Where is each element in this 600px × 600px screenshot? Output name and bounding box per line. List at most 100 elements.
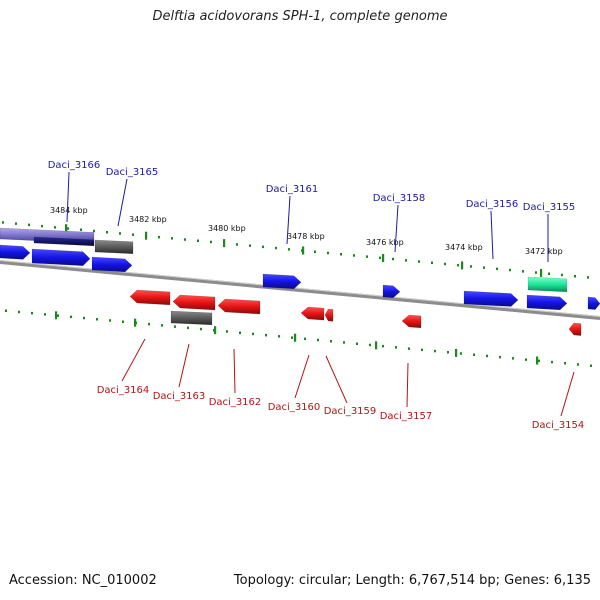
major-tick-upper <box>65 224 68 233</box>
minor-tick-upper <box>522 270 524 273</box>
major-tick-upper <box>145 231 148 240</box>
reverse-gene-feature <box>172 294 216 311</box>
minor-tick-upper <box>184 238 186 241</box>
minor-tick-upper <box>15 222 17 225</box>
gene-leader-line <box>294 354 310 399</box>
minor-tick-upper <box>587 276 589 279</box>
forward-gene-feature <box>91 256 133 273</box>
gene-label[interactable]: Daci_3164 <box>97 385 150 396</box>
genome-backbone-highlight <box>0 260 600 317</box>
minor-tick-lower <box>525 358 527 361</box>
minor-tick-upper <box>54 226 56 229</box>
minor-tick-upper <box>262 245 264 249</box>
minor-tick-lower <box>473 353 475 356</box>
gene-leader-line <box>117 178 128 227</box>
tick-label: 3478 kbp <box>287 232 325 241</box>
minor-tick-upper <box>418 260 420 263</box>
major-tick-lower <box>55 311 58 320</box>
gene-leader-line <box>286 195 291 245</box>
forward-gene-feature <box>587 296 600 310</box>
minor-tick-lower <box>538 359 540 363</box>
gene-label[interactable]: Daci_3165 <box>106 167 159 178</box>
minor-tick-upper <box>41 224 43 228</box>
minor-tick-upper <box>197 239 199 242</box>
reverse-gene-feature <box>129 289 171 306</box>
tick-labels: 3484 kbp 3482 kbp 3480 kbp 3478 kbp 3476 kbp… <box>50 206 563 256</box>
minor-tick-upper <box>171 237 173 240</box>
minor-tick-lower <box>96 318 98 321</box>
minor-tick-upper <box>561 273 563 277</box>
minor-tick-lower <box>83 316 85 320</box>
major-tick-upper <box>461 261 464 270</box>
major-tick-lower <box>134 318 137 327</box>
minor-tick-upper <box>93 229 95 233</box>
gene-label[interactable]: Daci_3155 <box>523 202 576 213</box>
minor-tick-lower <box>278 335 280 338</box>
gene-label[interactable]: Daci_3159 <box>324 406 377 417</box>
pseudo-gene-feature <box>170 310 213 326</box>
minor-tick-upper <box>509 268 511 272</box>
major-tick-lower <box>375 341 378 350</box>
tick-label: 3474 kbp <box>445 243 483 252</box>
major-tick-upper <box>223 239 226 248</box>
major-tick-lower <box>455 348 458 357</box>
minor-tick-upper <box>210 240 212 244</box>
gene-label[interactable]: Daci_3156 <box>466 199 519 210</box>
gene-label[interactable]: Daci_3161 <box>266 184 319 195</box>
tick-label: 3484 kbp <box>50 206 88 215</box>
gene-leader-line <box>325 355 348 404</box>
minor-tick-upper <box>353 254 355 257</box>
tick-label: 3480 kbp <box>208 224 246 233</box>
minor-tick-lower <box>239 331 241 334</box>
minor-tick-lower <box>590 364 592 367</box>
minor-tick-upper <box>28 223 30 227</box>
gene-leader-line <box>66 171 70 223</box>
minor-tick-lower <box>369 343 371 347</box>
minor-tick-upper <box>132 233 134 236</box>
minor-tick-upper <box>158 235 160 239</box>
minor-tick-lower <box>70 315 72 319</box>
minor-tick-upper <box>574 275 576 278</box>
minor-tick-upper <box>80 228 82 231</box>
minor-tick-lower <box>5 309 7 312</box>
minor-tick-lower <box>551 360 553 364</box>
gene-leader-line <box>121 338 146 382</box>
minor-tick-lower <box>512 357 514 360</box>
reverse-gene-feature <box>217 298 261 315</box>
gene-label[interactable]: Daci_3163 <box>153 391 206 402</box>
gene-label[interactable]: Daci_3160 <box>268 402 321 413</box>
minor-tick-lower <box>226 330 228 333</box>
forward-gene-feature <box>31 248 91 266</box>
minor-tick-upper <box>67 227 69 230</box>
gene-label[interactable]: Daci_3162 <box>209 397 262 408</box>
major-tick-lower <box>536 356 539 365</box>
gene-label[interactable]: Daci_3154 <box>532 420 585 431</box>
minor-tick-lower <box>200 327 202 331</box>
gene-leader-line <box>394 204 399 253</box>
major-tick-upper <box>382 254 385 262</box>
forward-gene-feature <box>382 284 401 299</box>
minor-tick-upper <box>106 231 108 234</box>
minor-tick-lower <box>304 337 306 341</box>
minor-tick-upper <box>249 244 251 247</box>
map-title: Delftia acidovorans SPH-1, complete geno… <box>152 9 448 24</box>
tick-ring-lower <box>5 309 592 367</box>
minor-tick-upper <box>288 248 290 251</box>
gene-label[interactable]: Daci_3157 <box>380 411 433 422</box>
gene-leader-line <box>406 362 409 408</box>
minor-tick-upper <box>496 267 498 271</box>
reverse-gene-feature <box>568 322 582 336</box>
minor-tick-upper <box>379 256 381 260</box>
minor-tick-lower <box>122 320 124 323</box>
accession-text: Accession: NC_010002 <box>9 573 157 588</box>
forward-gene-feature <box>0 244 31 260</box>
minor-tick-lower <box>148 322 150 326</box>
minor-tick-upper <box>483 266 485 269</box>
minor-tick-upper <box>366 255 368 258</box>
minor-tick-lower <box>252 332 254 336</box>
minor-tick-lower <box>486 354 488 358</box>
gene-label[interactable]: Daci_3158 <box>373 193 426 204</box>
minor-tick-upper <box>470 265 472 268</box>
gene-label[interactable]: Daci_3166 <box>48 160 101 171</box>
